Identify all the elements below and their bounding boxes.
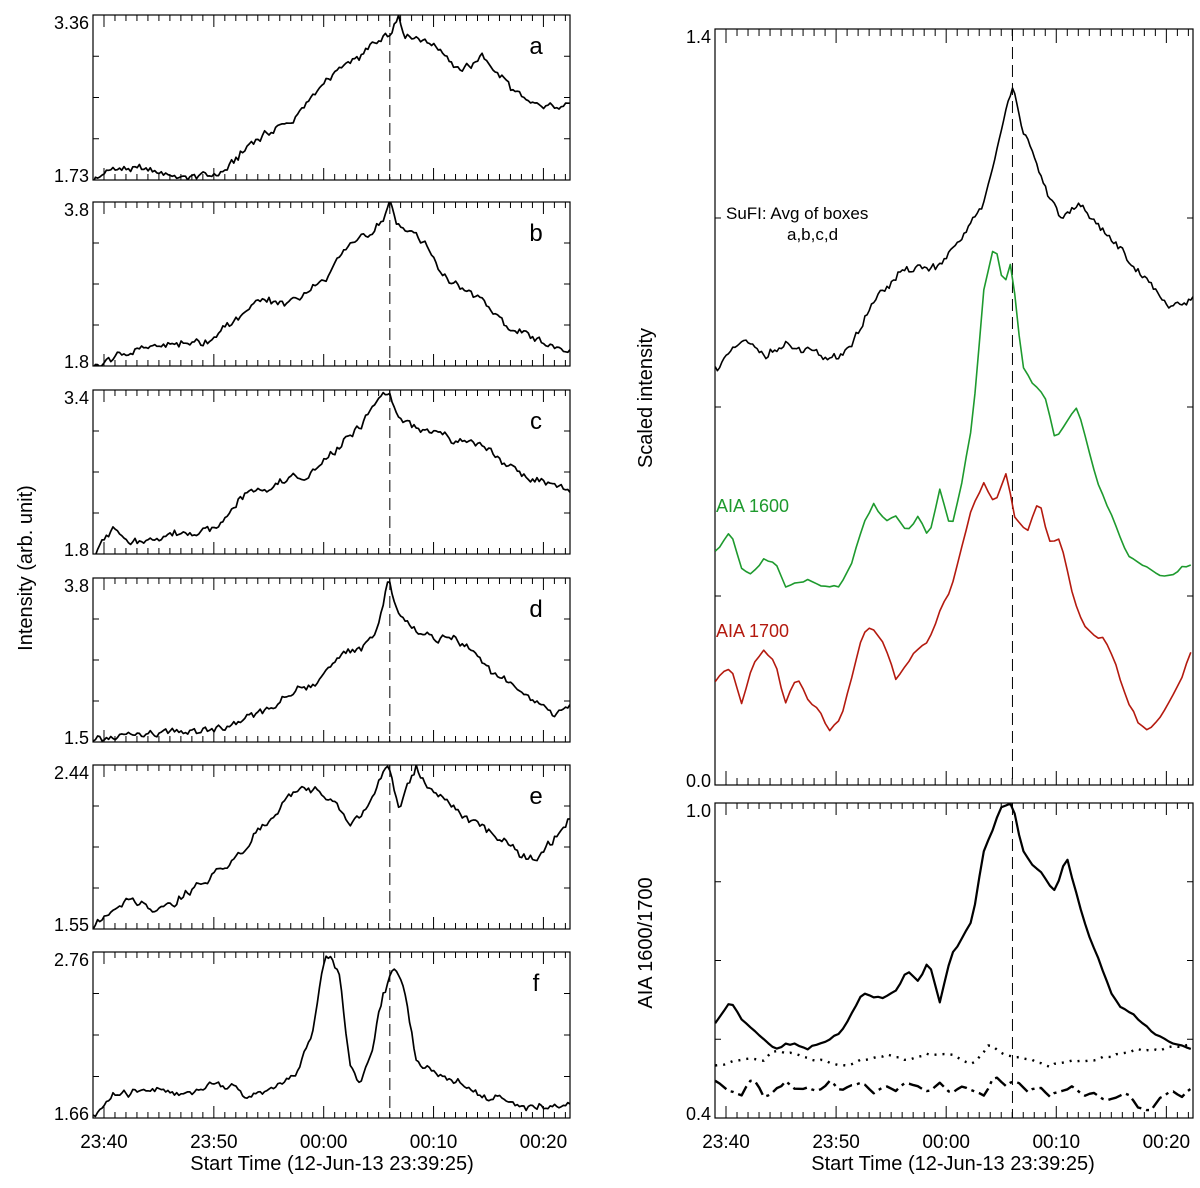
ratio-ymax-label: 1.0 <box>686 801 711 821</box>
panel-d-ymin-label: 1.5 <box>64 728 89 748</box>
scaled-series-sufi <box>715 87 1193 372</box>
panel-c-ymax-label: 3.4 <box>64 388 89 408</box>
panel-c-letter: c <box>530 408 542 435</box>
panel-a-series <box>93 15 570 180</box>
ratio-xtick-label-4: 00:20 <box>1143 1132 1191 1153</box>
panel-b-ymin-label: 1.8 <box>64 352 89 372</box>
panel-d-frame <box>92 577 571 743</box>
ratio-dashdot <box>715 1076 1192 1112</box>
labels-layer: Intensity (arb. unit) Start Time (12-Jun… <box>15 204 1095 1175</box>
ratio-solid <box>715 803 1192 1051</box>
panel-a-frame <box>92 14 571 181</box>
panel-a-ymin-label: 1.73 <box>54 166 89 186</box>
sufi-annotation-line1: SuFI: Avg of boxes <box>726 204 868 223</box>
ratio-xtick-label-1: 23:50 <box>812 1132 860 1153</box>
panel-e-series <box>93 765 570 929</box>
left-xlabel: Start Time (12-Jun-13 23:39:25) <box>190 1153 473 1175</box>
panel-f-xtick-label-1: 23:50 <box>190 1132 238 1153</box>
aia1700-label: AIA 1700 <box>716 621 789 641</box>
panel-e-ymin-label: 1.55 <box>54 915 89 935</box>
ratio-xtick-label-2: 00:00 <box>922 1132 970 1153</box>
panel-b-frame <box>92 201 571 367</box>
panel-f-trace <box>93 955 570 1118</box>
panel-a-trace <box>93 15 570 180</box>
panel-c-series <box>95 391 570 554</box>
panel-d-trace <box>93 581 570 742</box>
panel-b-letter: b <box>529 220 542 247</box>
scaled-ymin-label: 0.0 <box>686 771 711 791</box>
sufi-annotation-line2: a,b,c,d <box>787 225 838 244</box>
left-ylabel: Intensity (arb. unit) <box>15 485 37 651</box>
ratio-ymin-label: 0.4 <box>686 1104 711 1124</box>
scaled-series-aia1700 <box>715 473 1192 732</box>
panel-b-trace <box>93 202 570 366</box>
scaled-series <box>715 87 1193 732</box>
panel-e-letter: e <box>529 783 542 810</box>
panel-a-ymax-label: 3.36 <box>54 13 89 33</box>
panel-f-letter: f <box>533 970 540 997</box>
panel-b-ymax-label: 3.8 <box>64 200 89 220</box>
panel-f-ymin-label: 1.66 <box>54 1104 89 1124</box>
ratio-ylabel: AIA 1600/1700 <box>635 877 657 1008</box>
panel-e-trace <box>93 765 570 929</box>
panel-e-frame <box>92 764 571 930</box>
panel-f-xtick-label-0: 23:40 <box>80 1132 128 1153</box>
panel-c-frame <box>92 389 571 555</box>
panel-e-ymax-label: 2.44 <box>54 763 89 783</box>
aia1600-label: AIA 1600 <box>716 496 789 516</box>
ratio-xtick-label-3: 00:10 <box>1032 1132 1080 1153</box>
panel-f-xtick-label-2: 00:00 <box>300 1132 348 1153</box>
ratio-frame <box>714 802 1194 1119</box>
panel-f-frame <box>92 951 571 1119</box>
panel-d-letter: d <box>529 596 542 623</box>
panel-c-trace <box>95 391 570 554</box>
ratio-dotted <box>715 1042 1192 1069</box>
panel-b-series <box>93 202 570 366</box>
panel-d-ymax-label: 3.8 <box>64 576 89 596</box>
panel-f-xtick-label-3: 00:10 <box>410 1132 458 1153</box>
panel-f-xtick-label-4: 00:20 <box>520 1132 568 1153</box>
ratio-xtick-label-0: 23:40 <box>702 1132 750 1153</box>
panel-a-letter: a <box>529 33 543 60</box>
panel-d-series <box>93 581 570 742</box>
scaled-ymax-label: 1.4 <box>686 27 711 47</box>
right-xlabel: Start Time (12-Jun-13 23:39:25) <box>811 1153 1094 1175</box>
scaled-series-aia1600 <box>715 250 1192 588</box>
panel-f-series <box>93 955 570 1118</box>
ratio-series <box>715 803 1192 1112</box>
scaled-frame <box>714 28 1194 786</box>
panel-c-ymin-label: 1.8 <box>64 540 89 560</box>
scaled-ylabel: Scaled intensity <box>635 328 657 468</box>
panels-layer: 3.36 1.73 a 3.8 1.8 b 3.4 1.8 c 3.8 1.5 d 2.44 1.55 e 2… <box>54 13 1194 1153</box>
panel-f-ymax-label: 2.76 <box>54 950 89 970</box>
